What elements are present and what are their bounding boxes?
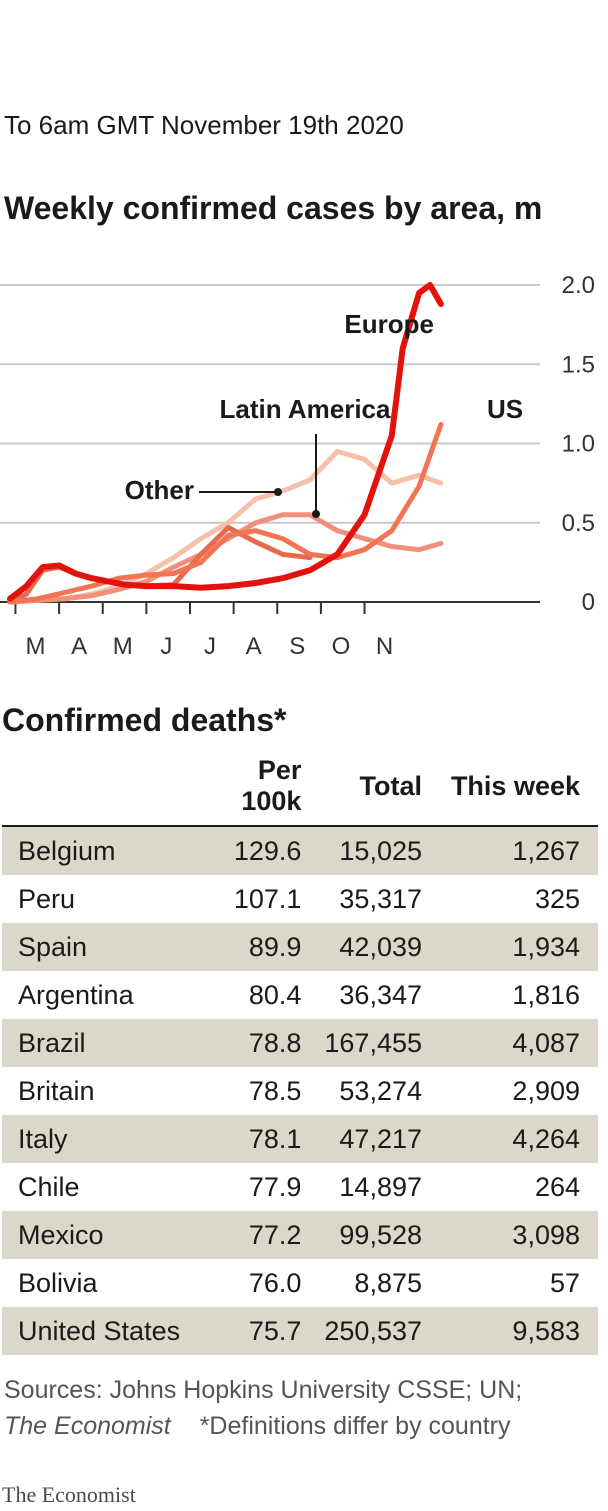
per-100k-cell: 78.8	[248, 1027, 302, 1058]
country-cell: Argentina	[18, 979, 134, 1010]
country-cell: United States	[18, 1315, 181, 1346]
per-100k-cell: 77.9	[248, 1171, 302, 1202]
country-cell: Britain	[18, 1075, 95, 1106]
table-row: Brazil 78.8 167,455 4,087	[2, 1019, 598, 1067]
country-cell: Peru	[18, 883, 76, 914]
deaths-table: Per 100k Total This week Belgium 129.6 15,…	[2, 755, 598, 1355]
per-100k-cell: 89.9	[248, 931, 302, 962]
table-row: Peru 107.1 35,317 325	[2, 875, 598, 923]
this-week-cell: 1,934	[512, 931, 580, 962]
y-tick-label: 0	[582, 589, 595, 616]
x-tick-label: A	[71, 633, 87, 660]
x-tick-label: A	[246, 633, 262, 660]
y-tick-label: 1.5	[562, 351, 595, 378]
country-cell: Bolivia	[18, 1267, 98, 1298]
x-tick-label: J	[160, 633, 172, 660]
header-per-100k: Per 100k	[241, 755, 302, 816]
this-week-cell: 4,087	[512, 1027, 580, 1058]
this-week-cell: 1,816	[512, 979, 580, 1010]
country-cell: Spain	[18, 931, 88, 962]
chart-title: Weekly confirmed cases by area, m	[4, 190, 543, 226]
this-week-cell: 2,909	[512, 1075, 580, 1106]
x-tick-label: J	[204, 633, 216, 660]
per-100k-cell: 75.7	[248, 1315, 302, 1346]
per-100k-cell: 76.0	[248, 1267, 302, 1298]
this-week-cell: 1,267	[512, 835, 580, 866]
table-row: Chile 77.9 14,897 264	[2, 1163, 598, 1211]
total-cell: 47,217	[339, 1123, 422, 1154]
this-week-cell: 4,264	[512, 1123, 580, 1154]
other-leader-dot	[274, 488, 282, 496]
table-row: Italy 78.1 47,217 4,264	[2, 1115, 598, 1163]
total-cell: 15,025	[339, 835, 422, 866]
total-cell: 36,347	[339, 979, 422, 1010]
this-week-cell: 325	[534, 883, 580, 914]
this-week-cell: 57	[549, 1267, 580, 1298]
europe-label: Europe	[344, 309, 434, 339]
table-row: Belgium 129.6 15,025 1,267	[2, 826, 598, 875]
country-cell: Mexico	[18, 1219, 104, 1250]
header-this-week: This week	[450, 770, 580, 801]
brand-logo: The Economist	[2, 1482, 136, 1507]
total-cell: 53,274	[339, 1075, 422, 1106]
this-week-cell: 3,098	[512, 1219, 580, 1250]
table-row: United States 75.7 250,537 9,583	[2, 1307, 598, 1355]
latin-america-leader-dot	[312, 510, 320, 518]
this-week-cell: 264	[534, 1171, 580, 1202]
series-line	[7, 282, 444, 602]
source-line: Sources: Johns Hopkins University CSSE; …	[4, 1376, 523, 1404]
x-tick-label: N	[376, 633, 393, 660]
header-country	[2, 755, 206, 826]
country-cell: Italy	[18, 1123, 68, 1154]
deaths-table-title: Confirmed deaths*	[2, 702, 287, 738]
total-cell: 250,537	[324, 1315, 422, 1346]
x-tick-label: M	[113, 633, 133, 660]
total-cell: 14,897	[339, 1171, 422, 1202]
per-100k-cell: 78.5	[248, 1075, 302, 1106]
country-cell: Chile	[18, 1171, 80, 1202]
y-tick-label: 1.0	[562, 431, 595, 458]
per-100k-cell: 129.6	[233, 835, 302, 866]
x-tick-label: M	[25, 633, 45, 660]
source-note: Sources: Johns Hopkins University CSSE; …	[4, 1372, 522, 1444]
per-100k-cell: 107.1	[233, 883, 302, 914]
us-label: US	[487, 394, 523, 424]
x-tick-label: S	[289, 633, 305, 660]
x-tick-label: O	[332, 633, 351, 660]
source-publication: The Economist	[4, 1412, 171, 1440]
latin-america-label: Latin America	[220, 394, 392, 424]
per-100k-cell: 78.1	[248, 1123, 302, 1154]
total-cell: 35,317	[339, 883, 422, 914]
per-100k-cell: 80.4	[248, 979, 302, 1010]
country-cell: Brazil	[18, 1027, 86, 1058]
this-week-cell: 9,583	[512, 1315, 580, 1346]
chart-subtitle: To 6am GMT November 19th 2020	[4, 110, 404, 140]
total-cell: 99,528	[339, 1219, 422, 1250]
y-tick-label: 2.0	[562, 272, 595, 299]
table-row: Spain 89.9 42,039 1,934	[2, 923, 598, 971]
deaths-table-header: Per 100k Total This week	[2, 755, 598, 826]
table-row: Britain 78.5 53,274 2,909	[2, 1067, 598, 1115]
total-cell: 8,875	[354, 1267, 422, 1298]
other-label: Other	[125, 475, 194, 505]
total-cell: 42,039	[339, 931, 422, 962]
definitions-note: *Definitions differ by country	[199, 1412, 511, 1440]
per-100k-cell: 77.2	[248, 1219, 302, 1250]
header-total: Total	[359, 770, 423, 801]
table-row: Argentina 80.4 36,347 1,816	[2, 971, 598, 1019]
table-row: Bolivia 76.0 8,875 57	[2, 1259, 598, 1307]
y-tick-label: 0.5	[562, 510, 595, 537]
table-row: Mexico 77.2 99,528 3,098	[2, 1211, 598, 1259]
series-line	[7, 422, 444, 605]
total-cell: 167,455	[324, 1027, 422, 1058]
country-cell: Belgium	[18, 835, 116, 866]
